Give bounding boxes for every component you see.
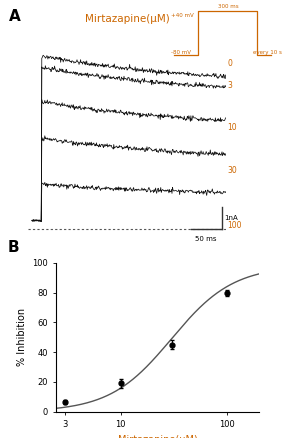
Text: 0: 0 (228, 59, 232, 68)
Text: 3: 3 (228, 81, 232, 90)
Text: 50 ms: 50 ms (195, 236, 217, 242)
X-axis label: Mirtazapine(μM): Mirtazapine(μM) (118, 434, 198, 438)
Text: Mirtazapine(μM): Mirtazapine(μM) (85, 14, 169, 24)
Text: +40 mV: +40 mV (171, 14, 194, 18)
Text: 30: 30 (228, 166, 237, 175)
Y-axis label: % Inhibition: % Inhibition (17, 308, 27, 366)
Text: A: A (8, 9, 20, 24)
Text: 10: 10 (228, 123, 237, 131)
Text: B: B (8, 240, 19, 255)
Text: -80 mV: -80 mV (171, 49, 191, 55)
Text: 300 ms: 300 ms (218, 4, 239, 9)
Text: 1nA: 1nA (225, 215, 238, 221)
Text: 100: 100 (228, 221, 242, 230)
Text: every 10 s: every 10 s (253, 49, 282, 55)
